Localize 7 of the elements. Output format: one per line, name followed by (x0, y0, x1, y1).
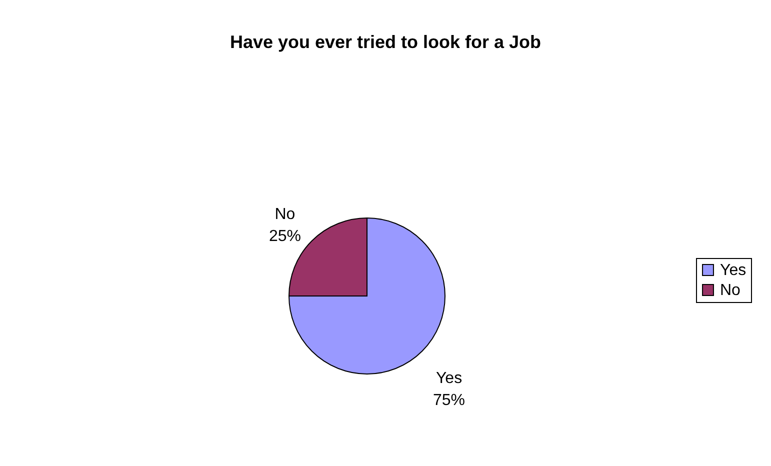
legend-label: No (720, 282, 741, 299)
slice-label: Yes (436, 370, 462, 388)
legend-label: Yes (720, 262, 746, 279)
slice-label: No (274, 206, 296, 223)
chart-title: Have you ever tried to look for a Job (230, 32, 542, 52)
data-label: 25% (268, 228, 301, 245)
data-label: 75% (433, 392, 466, 410)
